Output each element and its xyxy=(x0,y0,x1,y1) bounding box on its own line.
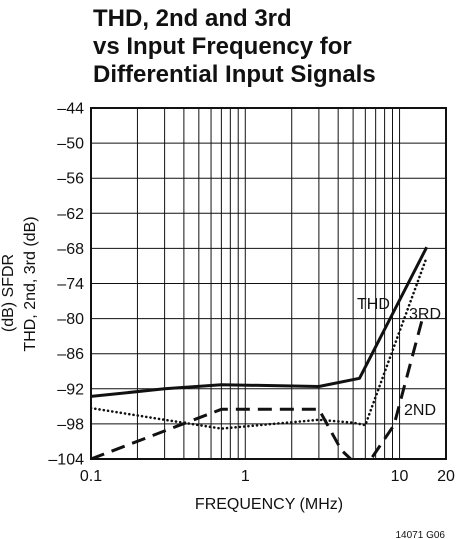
chart-title-line-1: THD, 2nd and 3rd xyxy=(93,5,292,32)
y-axis-title: THD, 2nd, 3rd (dB) xyxy=(22,216,39,351)
y-tick-label: –98 xyxy=(57,416,84,433)
plot-frame xyxy=(90,107,447,460)
y-tick-label: –92 xyxy=(57,381,84,398)
y-tick-label: –62 xyxy=(57,206,84,223)
y-tick-label: –86 xyxy=(57,346,84,363)
y-tick-label: –80 xyxy=(57,311,84,328)
chart-title-line-2: vs Input Frequency for xyxy=(93,33,352,60)
x-axis-title: FREQUENCY (MHz) xyxy=(195,496,343,513)
y-tick-label: –68 xyxy=(57,241,84,258)
thd-series-label: THD xyxy=(357,296,390,313)
x-tick-label: 0.1 xyxy=(80,468,102,485)
series-line-2nd xyxy=(91,319,424,459)
chart-title-line-3: Differential Input Signals xyxy=(93,61,376,88)
3rd-series-label: 3RD xyxy=(409,306,441,323)
figure-id: 14071 G06 xyxy=(396,530,446,539)
x-axis-ticks: 0.1 1 10 20 xyxy=(80,468,455,485)
y-axis-ticks: –44 –50 –56 –62 –68 –74 –80 –86 –92 –98 –104 xyxy=(48,101,84,469)
chart-title: THD, 2nd and 3rd vs Input Frequency for … xyxy=(93,5,376,88)
x-tick-label: 1 xyxy=(241,468,250,485)
y-tick-label: –104 xyxy=(48,452,84,469)
series-line-thd xyxy=(91,246,429,398)
x-tick-label: 20 xyxy=(437,468,455,485)
y-axis-title-clipped: (dB) SFDR xyxy=(0,254,17,332)
y-tick-label: –50 xyxy=(57,136,84,153)
y-tick-label: –74 xyxy=(57,276,84,293)
x-tick-label: 10 xyxy=(391,468,409,485)
y-tick-label: –44 xyxy=(57,101,84,118)
series-layer xyxy=(91,246,429,459)
grid xyxy=(91,108,446,459)
2nd-series-label: 2ND xyxy=(404,402,436,419)
y-tick-label: –56 xyxy=(57,171,84,188)
